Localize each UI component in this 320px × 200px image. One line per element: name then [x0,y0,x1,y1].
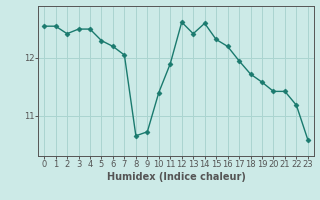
X-axis label: Humidex (Indice chaleur): Humidex (Indice chaleur) [107,172,245,182]
